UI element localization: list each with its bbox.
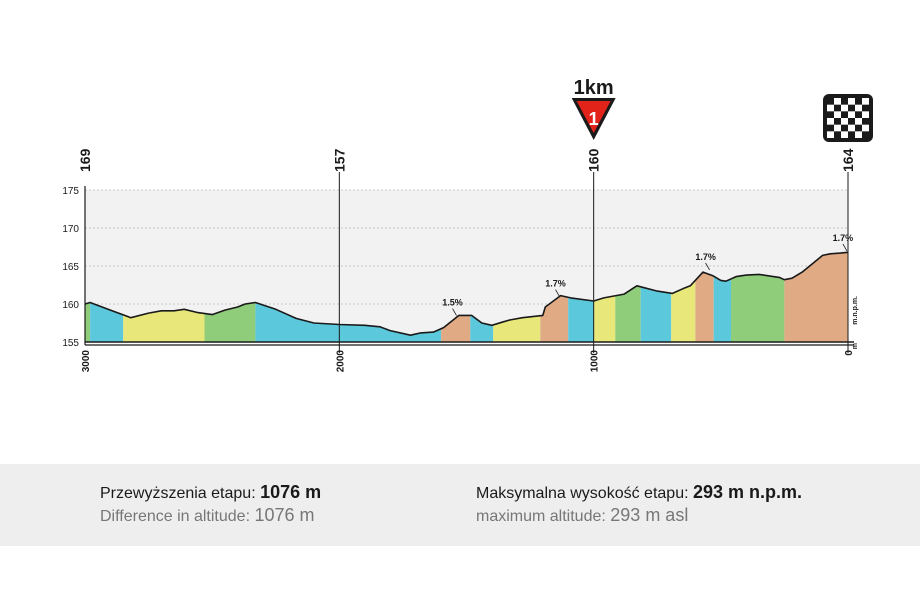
top-altitude-label: 164 xyxy=(840,148,856,172)
elevation-difference-pl-label: Przewyższenia etapu: xyxy=(100,485,256,502)
max-altitude-pl: Maksymalna wysokość etapu: 293 m n.p.m. xyxy=(476,482,802,503)
finish-flag-cell xyxy=(848,118,855,125)
gradient-segment xyxy=(713,276,731,342)
x-tick-label: 1000 xyxy=(590,350,601,373)
profile-outline xyxy=(84,251,849,336)
finish-flag-cell xyxy=(841,98,848,105)
km-marker-badge: 1 xyxy=(589,109,599,129)
y-tick-label: 155 xyxy=(62,338,79,349)
km-marker-label: 1km xyxy=(574,77,614,99)
gradient-segment xyxy=(671,280,696,342)
gradient-segment xyxy=(615,285,641,342)
axes xyxy=(84,172,854,353)
gridlines xyxy=(85,189,848,305)
max-altitude-en-value: 293 m asl xyxy=(610,505,689,525)
gradient-segment xyxy=(204,302,256,342)
elevation-difference-en-label: Difference in altitude: xyxy=(100,508,251,525)
max-altitude-en-label: maximum altitude: xyxy=(476,508,606,525)
top-altitude-label: 157 xyxy=(331,148,347,172)
gradient-pointer xyxy=(842,243,848,252)
top-altitude-label: 160 xyxy=(586,148,602,172)
gradient-segment xyxy=(640,286,672,342)
finish-flag-cell xyxy=(841,124,848,132)
elevation-difference-pl-value: 1076 m xyxy=(260,482,322,502)
finish-flag-cell xyxy=(834,118,841,125)
gradient-segment xyxy=(493,315,541,342)
gradient-segment xyxy=(593,295,616,342)
y-tick-label: 175 xyxy=(62,186,79,197)
y-unit-label-m: m xyxy=(852,343,859,349)
y-tick-label: 170 xyxy=(62,224,79,235)
gradient-segment xyxy=(695,272,714,342)
gradient-percent-label: 1.7% xyxy=(833,233,854,243)
km-marker-triangle xyxy=(576,101,611,133)
markers: 1km 1 xyxy=(571,77,873,142)
gradient-pointer xyxy=(452,308,457,316)
gradient-segment xyxy=(568,297,594,342)
max-altitude-en: maximum altitude: 293 m asl xyxy=(476,505,802,526)
x-tick-label: 0 xyxy=(844,350,855,356)
x-tick-label: 3000 xyxy=(81,350,92,373)
axis-labels: 155 160 165 170 175 169 157 160 164 3000 2000 1000 0… xyxy=(62,148,859,372)
finish-flag-cell xyxy=(855,98,862,105)
gradient-pointer xyxy=(705,262,710,271)
gradient-pointer xyxy=(555,289,560,297)
x-tick-label: 2000 xyxy=(335,350,346,373)
gradient-segment xyxy=(540,295,569,342)
gradient-segment xyxy=(123,309,205,342)
gradient-segment xyxy=(441,315,471,342)
finish-flag-cell xyxy=(848,131,855,138)
finish-flag-cell xyxy=(827,111,834,118)
gradient-percent-label: 1.7% xyxy=(695,252,716,262)
gradient-percent-label: 1.5% xyxy=(442,298,463,308)
gradient-percent-label: 1.7% xyxy=(545,279,566,289)
y-tick-label: 160 xyxy=(62,300,79,311)
elevation-difference-stat: Przewyższenia etapu: 1076 m Difference i… xyxy=(100,482,321,526)
finish-flag-cell xyxy=(862,118,869,125)
max-altitude-pl-value: 293 m n.p.m. xyxy=(692,482,803,502)
elevation-difference-en: Difference in altitude: 1076 m xyxy=(100,505,321,526)
finish-flag-cell xyxy=(862,104,869,112)
finish-flag-cell xyxy=(841,111,848,118)
top-altitude-label: 169 xyxy=(77,148,93,172)
elevation-difference-en-value: 1076 m xyxy=(254,505,315,525)
finish-flag-cell xyxy=(834,131,841,138)
finish-flag-cell xyxy=(827,124,834,132)
gradient-segment xyxy=(731,274,785,342)
y-tick-label: 165 xyxy=(62,262,79,273)
gradient-segment xyxy=(470,315,494,342)
max-altitude-pl-label: Maksymalna wysokość etapu: xyxy=(476,485,689,502)
finish-flag-cell xyxy=(834,104,841,112)
elevation-difference-pl: Przewyższenia etapu: 1076 m xyxy=(100,482,321,503)
elevation-profile-chart: 155 160 165 170 175 169 157 160 164 3000 2000 1000 0… xyxy=(62,77,873,372)
gradient-segment xyxy=(85,302,91,342)
profile-line xyxy=(84,251,849,336)
gradient-segment xyxy=(784,252,848,342)
stats-panel: Przewyższenia etapu: 1076 m Difference i… xyxy=(0,464,920,546)
y-unit-label: m.n.p.m. xyxy=(852,296,859,325)
finish-flag-cell xyxy=(862,131,869,138)
finish-flag-cell xyxy=(827,98,834,105)
finish-flag-cell xyxy=(848,104,855,112)
finish-flag-cell xyxy=(855,124,862,132)
finish-flag-cell xyxy=(855,111,862,118)
max-altitude-stat: Maksymalna wysokość etapu: 293 m n.p.m. … xyxy=(476,482,802,526)
